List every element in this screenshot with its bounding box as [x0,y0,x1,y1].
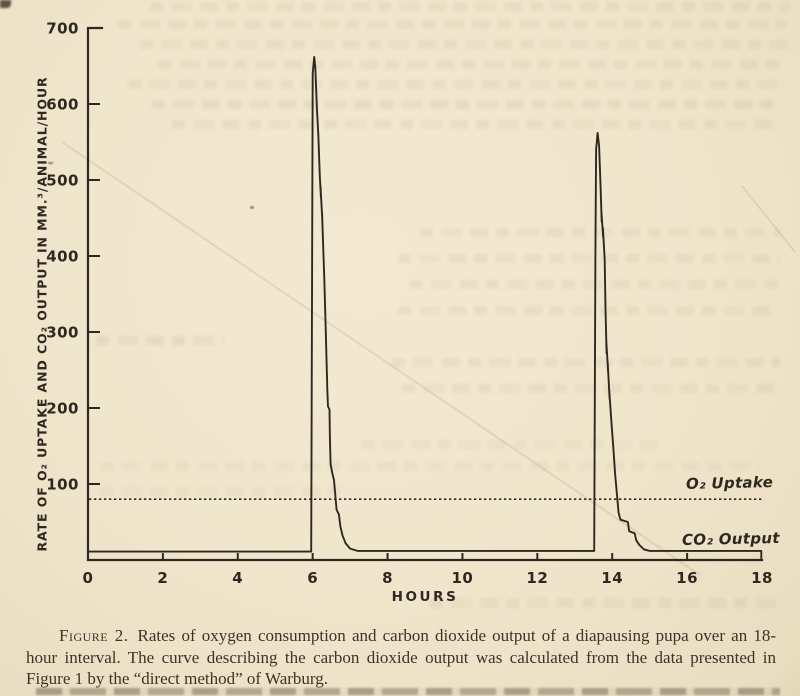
x-tick-label: 6 [307,569,318,587]
bleedthrough-artifact [392,358,780,367]
figure-2-chart: 100 200 300 400 500 600 700 0 2 4 6 8 10 12 14 16 18 [46,20,796,587]
y-tick-label: 500 [46,172,79,190]
bleedthrough-artifact [140,40,788,49]
ink-speck [48,162,53,164]
bleedthrough-artifact [100,487,350,496]
bleedthrough-artifact [152,100,782,109]
bleedthrough-artifact [118,20,786,29]
bleedthrough-artifact [398,306,778,315]
ink-speck [250,206,254,209]
bleedthrough-artifact [362,440,662,449]
bleedthrough-diagonal-line [61,141,701,576]
x-tick-label: 8 [382,569,393,587]
x-tick-label: 12 [526,569,548,587]
x-tick-label: 0 [83,569,94,587]
bleedthrough-artifact [172,120,772,129]
bleedthrough-artifact [430,598,780,608]
bleedthrough-artifact [158,60,784,69]
x-tick-label: 4 [232,569,243,587]
co2-output-curve-label: CO₂ Output [681,528,780,550]
x-tick-label: 10 [452,569,474,587]
y-tick-label: 200 [46,400,79,418]
y-axis-title: RATE OF O₂ UPTAKE AND CO₂ OUTPUT IN MM.³… [34,76,50,552]
figure-caption-text: Rates of oxygen consumption and carbon d… [26,626,777,688]
bleedthrough-artifact [150,2,790,11]
bleedthrough-artifact [96,336,224,345]
bleedthrough-artifact [410,280,778,289]
axes [86,26,764,562]
bleedthrough-artifact [100,462,760,471]
y-tick-label: 400 [46,248,79,266]
figure-caption-number: Figure 2. [59,626,129,645]
x-axis-title: HOURS [391,589,459,605]
bleedthrough-diagonal-line [741,185,796,253]
o2-uptake-curve-label: O₂ Uptake [685,473,774,493]
x-tick-label: 16 [676,569,698,587]
x-tick-label: 2 [157,569,168,587]
bleedthrough-text-band [36,688,780,695]
bleedthrough-artifact [398,254,780,263]
x-tick-label: 14 [601,569,623,587]
y-tick-label: 600 [46,96,79,114]
y-tick-label: 100 [46,476,79,494]
figure-caption: Figure 2. Rates of oxygen consumption and… [26,625,776,690]
scan-corner-mark [0,0,11,8]
y-tick-label: 700 [46,20,79,38]
x-tick-label: 18 [751,569,773,587]
bleedthrough-artifact [402,384,780,393]
co2-output-curve [87,55,763,560]
y-tick-label: 300 [46,324,79,342]
bleedthrough-artifact [420,228,780,237]
bleedthrough-artifact [128,80,784,89]
